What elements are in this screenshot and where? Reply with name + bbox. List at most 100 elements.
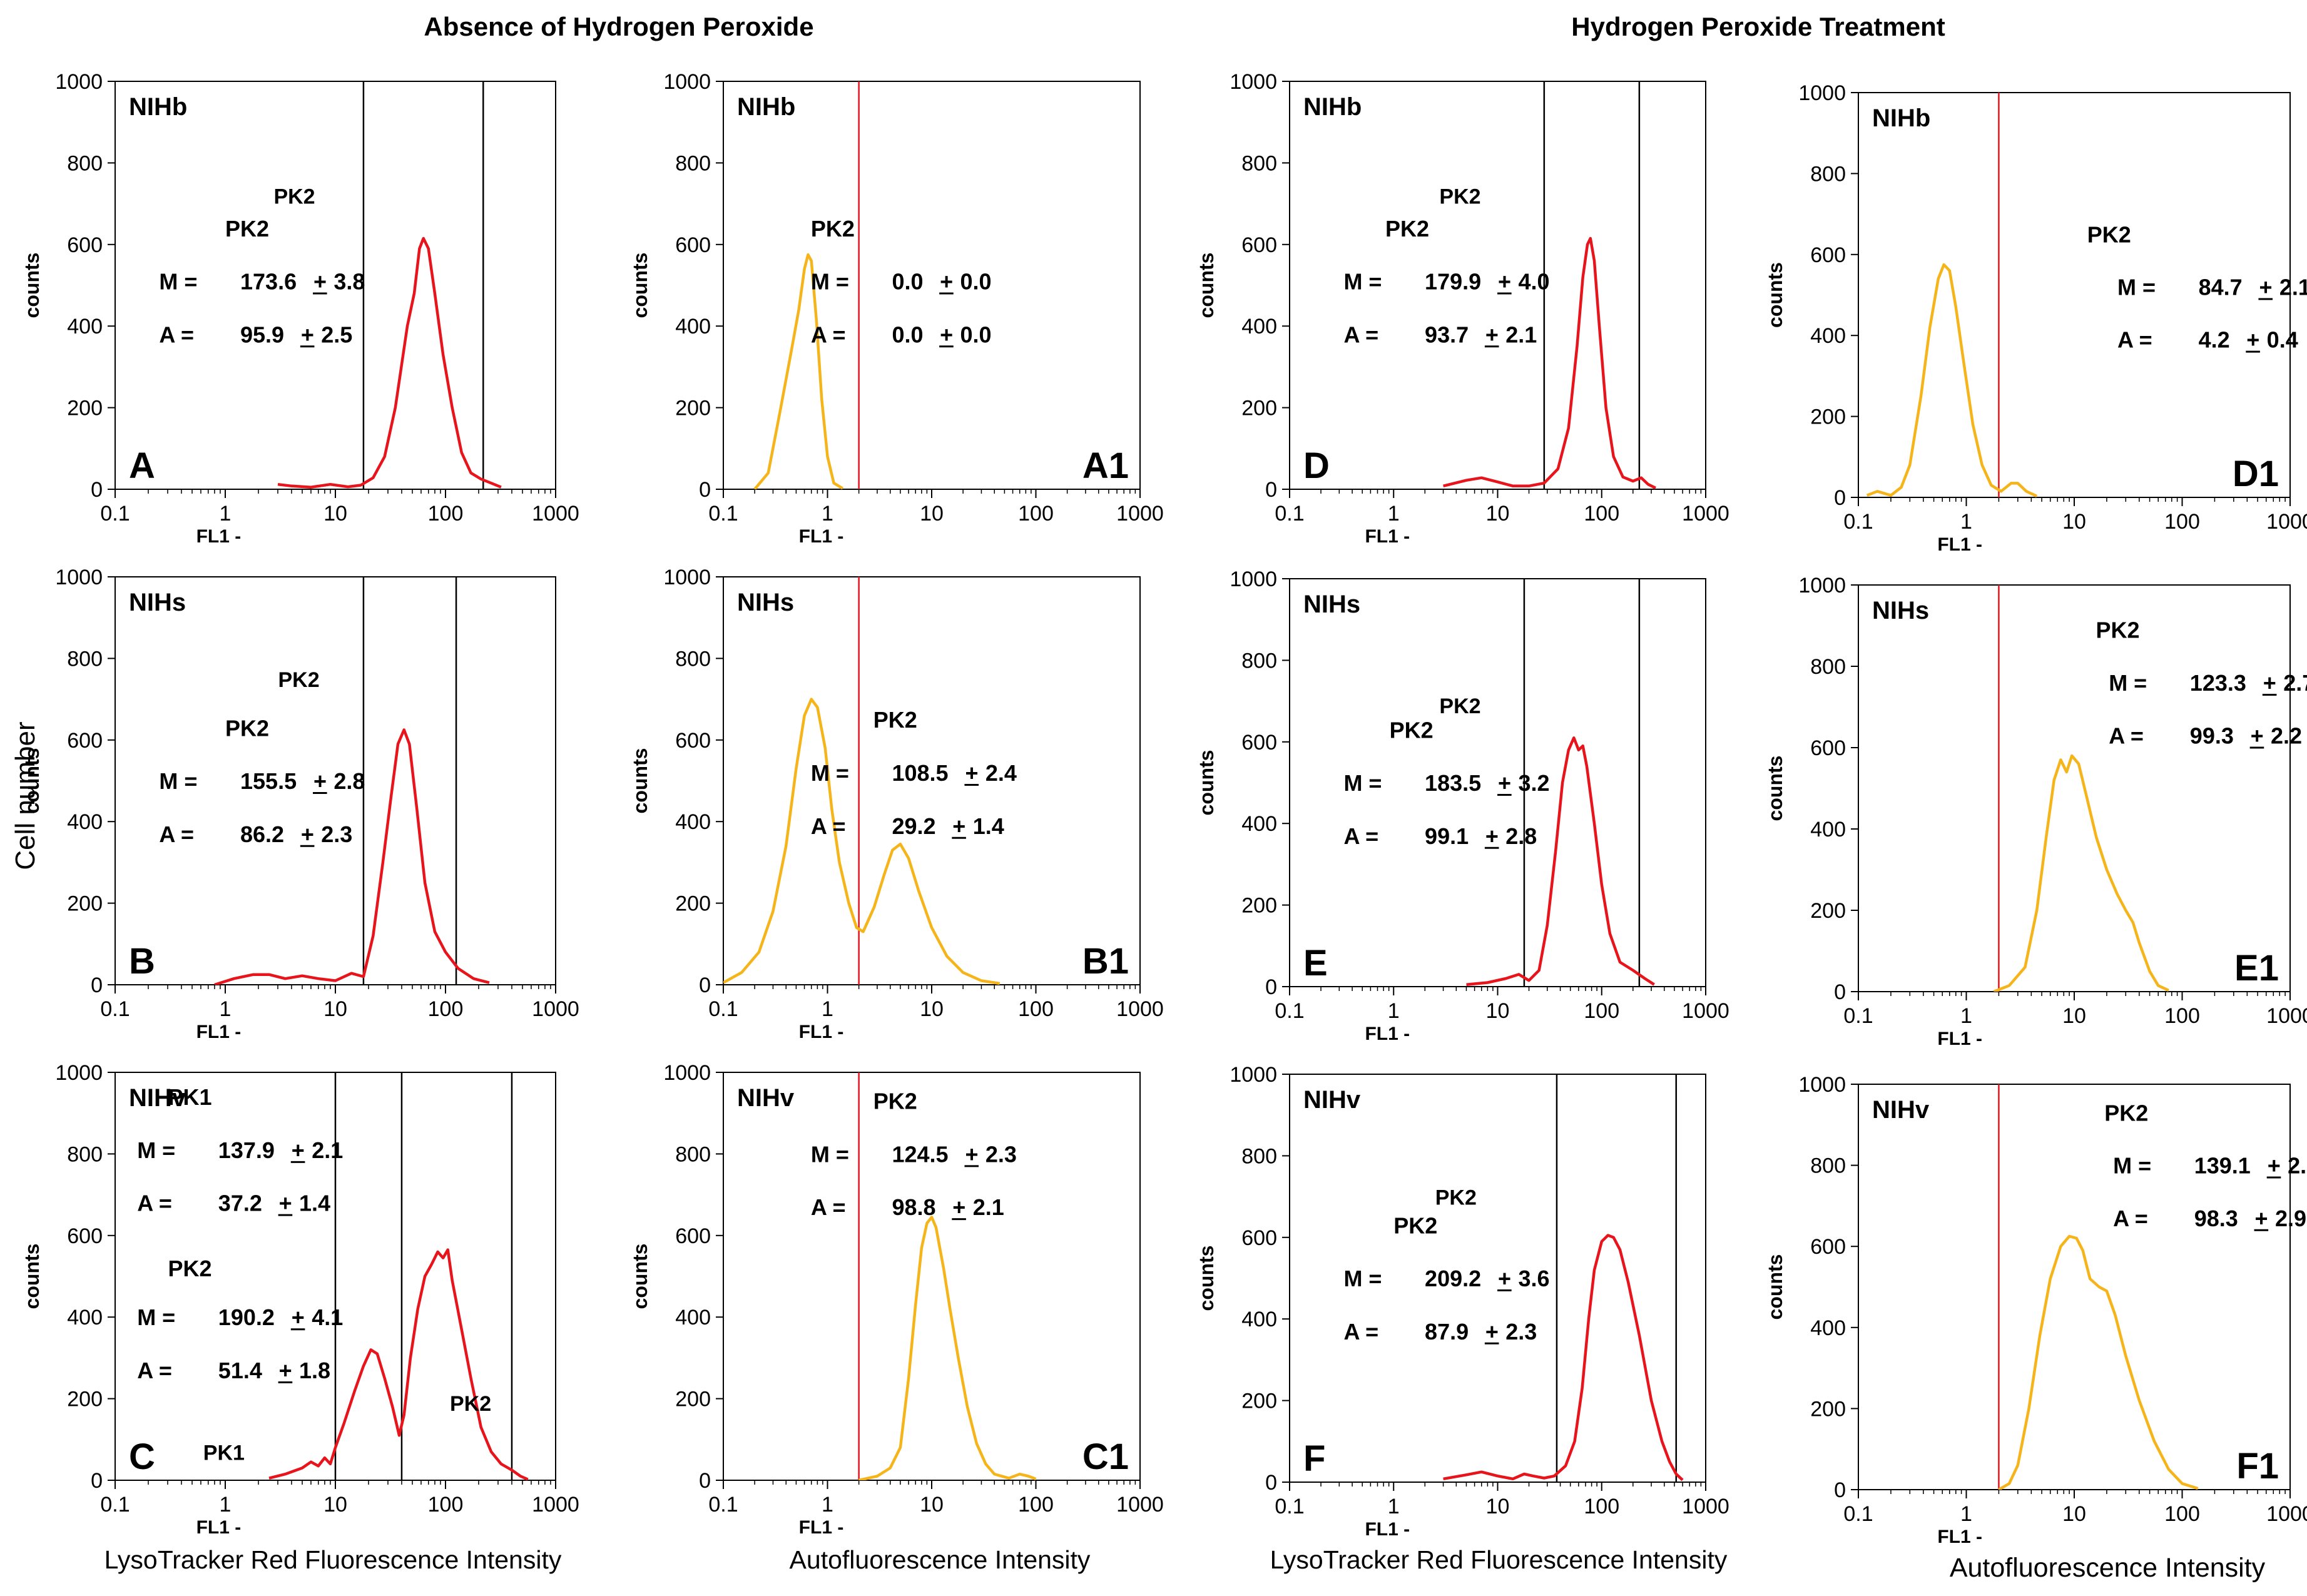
panel-letter: F1 [2236, 1446, 2279, 1487]
peak-label: PK2 [1439, 694, 1480, 718]
peak-label: PK2 [1435, 1186, 1477, 1210]
histogram-line-NIHs [723, 698, 1001, 985]
panel-D: 0 200 400 600 800 1000 0.1 1 10 100 1000 FL1 - count… [1195, 70, 1729, 547]
stat-area-error: 2.1 [1505, 322, 1537, 347]
sample-label: NIHb [737, 93, 795, 121]
stat-area-value: 93.7 [1425, 322, 1469, 347]
stats-peak-title: PK2 [873, 1089, 917, 1114]
stat-area-plus: + [1485, 1319, 1499, 1344]
stat-mean-value: 0.0 [892, 269, 923, 295]
stat-mean-error: 0.0 [960, 269, 992, 295]
bottom-label-lysotracker-1: LysoTracker Red Fluorescence Intensity [104, 1545, 562, 1574]
y-axis-title: counts [629, 253, 651, 318]
x-tick-label: 1 [220, 502, 232, 526]
stat-area: A = 99.3 +2.2 [2109, 723, 2302, 749]
y-tick-label: 600 [67, 729, 103, 753]
stat-mean-plus: + [313, 269, 327, 295]
y-tick-label: 400 [675, 810, 711, 834]
panel-letter: E [1303, 943, 1328, 984]
stat-area-error: 0.4 [2267, 327, 2298, 353]
x-axis-title: FL1 - [1937, 534, 1982, 555]
panel-C: 0 200 400 600 800 1000 0.1 1 10 100 1000 FL1 - count… [21, 1061, 579, 1538]
y-tick-label: 400 [67, 810, 103, 834]
y-tick-label: 800 [1810, 655, 1846, 679]
stat-mean: M = 209.2 +3.6 [1343, 1266, 1549, 1291]
x-tick-label: 100 [1018, 997, 1054, 1021]
x-tick-label: 1 [1388, 502, 1400, 526]
sample-label: NIHs [1303, 591, 1360, 618]
y-tick-label: 200 [675, 892, 711, 916]
x-tick-label: 0.1 [1275, 1495, 1304, 1518]
x-axis-title: FL1 - [196, 1517, 242, 1538]
peak-label: PK1 [203, 1441, 245, 1465]
y-tick-label: 600 [675, 233, 711, 257]
stat-mean-plus: + [965, 1141, 978, 1167]
x-tick-label: 1000 [2266, 1004, 2307, 1028]
stat-area-value: 51.4 [218, 1358, 262, 1383]
panel-B: 0 200 400 600 800 1000 0.1 1 10 100 1000 FL1 - count… [21, 566, 579, 1042]
stat-area-plus: + [1485, 322, 1499, 347]
stat-mean: M = 173.6 +3.8 [159, 269, 365, 295]
stat-area-value: 29.2 [892, 813, 935, 839]
sample-label: NIHs [737, 589, 794, 616]
y-tick-label: 200 [1241, 1390, 1277, 1413]
y-tick-label: 1000 [55, 566, 103, 589]
stat-mean-label: M = [159, 269, 197, 295]
panel-frame [1858, 1084, 2291, 1490]
stat-area-error: 2.8 [1505, 823, 1537, 849]
stat-area: A = 0.0 +0.0 [811, 322, 992, 347]
y-tick-label: 600 [1241, 233, 1277, 257]
y-tick-label: 600 [1810, 243, 1846, 267]
x-tick-label: 100 [2164, 1004, 2200, 1028]
y-tick-label: 800 [67, 1142, 103, 1166]
x-tick-label: 10 [323, 1493, 347, 1517]
y-axis-title: counts [1195, 1246, 1218, 1311]
x-tick-label: 0.1 [100, 502, 130, 526]
histogram-line-NIHb [753, 253, 843, 489]
stats-peak-title: PK2 [811, 216, 855, 241]
stat-area-value: 98.3 [2194, 1206, 2238, 1231]
stat-mean-value: 209.2 [1425, 1266, 1481, 1291]
stat-mean-label: M = [137, 1137, 175, 1163]
stat-area-label: A = [137, 1191, 172, 1216]
x-tick-label: 1 [822, 997, 833, 1021]
x-tick-label: 1000 [532, 997, 579, 1021]
y-tick-label: 200 [1810, 405, 1846, 429]
stat-area-label: A = [811, 813, 846, 839]
y-axis-title: counts [629, 748, 651, 814]
y-tick-label: 600 [67, 1224, 103, 1248]
sample-label: NIHv [129, 1084, 186, 1112]
x-tick-label: 10 [323, 502, 347, 526]
panel-frame [1858, 584, 2291, 992]
x-tick-label: 1 [220, 1493, 232, 1517]
stats-peak-title: PK2 [225, 715, 269, 741]
y-tick-label: 0 [1265, 975, 1277, 999]
y-tick-label: 1000 [663, 566, 711, 589]
stat-mean: M = 124.5 +2.3 [811, 1141, 1017, 1167]
x-axis-title: FL1 - [1365, 1519, 1410, 1540]
panel-letter: D1 [2233, 454, 2279, 494]
y-tick-label: 400 [675, 315, 711, 338]
stat-area-error: 1.4 [973, 813, 1004, 839]
stat-mean-plus: + [313, 768, 327, 794]
stat-area-value: 95.9 [240, 322, 284, 347]
panel-letter: C [129, 1436, 155, 1477]
stat-mean-error: 2.3 [985, 1141, 1017, 1167]
panel-letter: C1 [1082, 1436, 1129, 1477]
stat-area-label: A = [159, 821, 194, 847]
panel-frame [723, 1072, 1141, 1481]
x-tick-label: 0.1 [100, 1493, 130, 1517]
stat-mean-error: 4.1 [312, 1304, 343, 1330]
stat-area-plus: + [952, 1194, 965, 1220]
y-tick-label: 400 [67, 1306, 103, 1329]
stat-area: A = 29.2 +1.4 [811, 813, 1004, 839]
y-tick-label: 800 [1241, 1144, 1277, 1168]
y-tick-label: 1000 [55, 1061, 103, 1085]
y-tick-label: 800 [67, 647, 103, 671]
stat-mean-value: 139.1 [2194, 1153, 2251, 1179]
x-tick-label: 1000 [1116, 502, 1164, 526]
stat-mean-error: 2.7 [2283, 670, 2307, 696]
stat-mean-value: 124.5 [892, 1141, 948, 1167]
stat-mean-plus: + [965, 760, 978, 786]
stat-area-plus: + [940, 322, 953, 347]
